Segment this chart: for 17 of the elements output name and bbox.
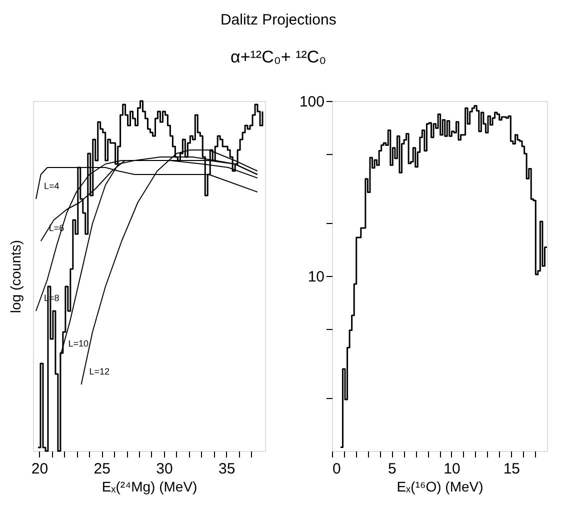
series-label: L=4 [44, 181, 60, 191]
x-tick-label: 25 [94, 460, 110, 478]
chart-subtitle: α+¹²C₀+ ¹²C₀ [230, 48, 326, 66]
x-tick-label: 5 [388, 460, 396, 478]
x-tick-label: 20 [31, 460, 48, 478]
y-tick-label: 100 [299, 94, 324, 110]
x-axis-title: Eₓ(¹⁶O) (MeV) [396, 478, 484, 494]
x-tick-label: 35 [218, 460, 236, 478]
series-label: L=12 [89, 366, 110, 376]
series-label: L=10 [68, 338, 88, 348]
x-tick-label: 0 [332, 460, 341, 478]
x-axis-title: Eₓ(²⁴Mg) (MeV) [102, 478, 198, 494]
chart-title: Dalitz Projections [220, 12, 336, 28]
x-tick-label: 30 [156, 460, 173, 478]
x-tick-label: 15 [503, 460, 520, 478]
x-tick-label: 10 [444, 460, 460, 478]
y-axis-title: log (counts) [8, 240, 24, 314]
